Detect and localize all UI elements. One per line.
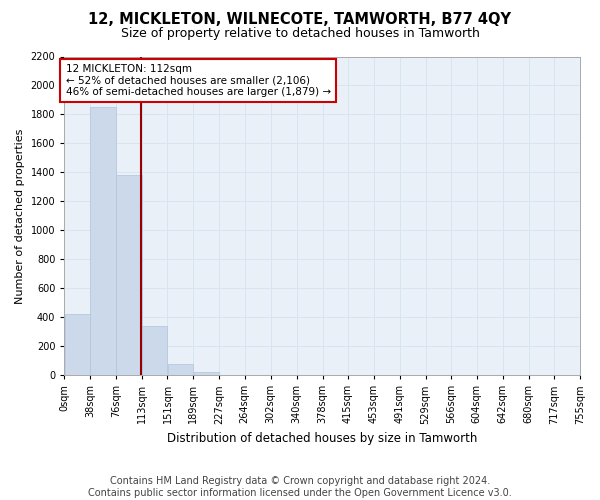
Text: Contains HM Land Registry data © Crown copyright and database right 2024.
Contai: Contains HM Land Registry data © Crown c…	[88, 476, 512, 498]
Bar	[65, 314, 90, 375]
Bar	[91, 107, 116, 375]
Bar	[116, 176, 142, 375]
Bar	[167, 364, 193, 375]
Text: 12, MICKLETON, WILNECOTE, TAMWORTH, B77 4QY: 12, MICKLETON, WILNECOTE, TAMWORTH, B77 …	[89, 12, 511, 28]
Bar	[142, 326, 167, 375]
Text: 12 MICKLETON: 112sqm
← 52% of detached houses are smaller (2,106)
46% of semi-de: 12 MICKLETON: 112sqm ← 52% of detached h…	[65, 64, 331, 97]
Text: Size of property relative to detached houses in Tamworth: Size of property relative to detached ho…	[121, 28, 479, 40]
Bar	[194, 372, 219, 375]
Y-axis label: Number of detached properties: Number of detached properties	[15, 128, 25, 304]
X-axis label: Distribution of detached houses by size in Tamworth: Distribution of detached houses by size …	[167, 432, 478, 445]
